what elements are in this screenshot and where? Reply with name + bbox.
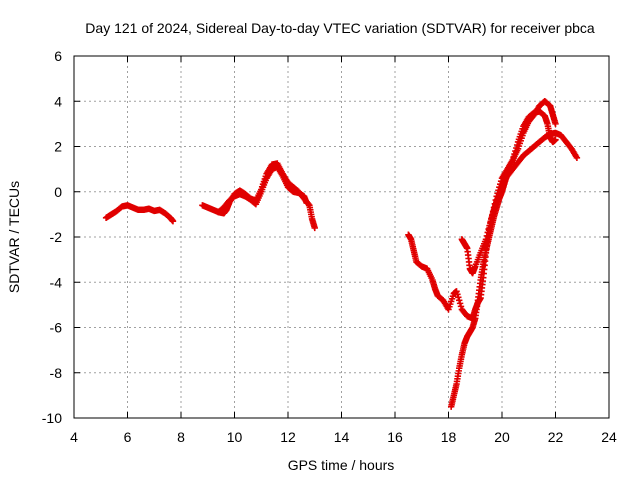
x-axis-label: GPS time / hours: [288, 457, 395, 473]
data-point: [457, 303, 465, 310]
data-point: [483, 232, 491, 240]
data-point: [573, 154, 581, 162]
series-arc-4: [447, 108, 559, 410]
data-point: [552, 120, 559, 128]
data-point: [486, 222, 493, 229]
data-point: [456, 297, 463, 304]
data-point: [453, 288, 460, 295]
y-tick-label: 4: [54, 93, 62, 109]
data-point: [311, 224, 318, 232]
y-tick-label: -6: [50, 320, 63, 336]
series-arc-1: [102, 202, 177, 225]
data-point: [169, 217, 177, 225]
x-tick-label: 24: [601, 429, 617, 445]
y-tick-label: -8: [50, 365, 63, 381]
x-tick-label: 4: [70, 429, 78, 445]
data-point: [482, 236, 490, 243]
data-points: [102, 98, 581, 410]
data-point: [552, 136, 559, 143]
data-point: [492, 196, 499, 204]
x-tick-label: 14: [334, 429, 350, 445]
x-tick-label: 6: [124, 429, 132, 445]
data-point: [494, 190, 501, 197]
x-tick-label: 20: [494, 429, 510, 445]
data-point: [488, 211, 496, 219]
data-point: [484, 229, 491, 236]
x-tick-label: 18: [441, 429, 457, 445]
data-point: [303, 199, 310, 207]
chart-title: Day 121 of 2024, Sidereal Day-to-day VTE…: [85, 20, 595, 36]
y-tick-label: -10: [42, 410, 62, 426]
y-tick-label: -2: [50, 229, 63, 245]
x-tick-label: 8: [177, 429, 185, 445]
data-point: [496, 184, 503, 191]
y-tick-label: 0: [54, 184, 62, 200]
y-tick-label: 6: [54, 48, 62, 64]
series-arc-5: [458, 98, 559, 277]
y-tick-label: 2: [54, 139, 62, 155]
data-point: [456, 300, 464, 307]
data-point: [489, 208, 497, 215]
x-tick-label: 12: [280, 429, 296, 445]
data-point: [485, 225, 492, 233]
data-point: [455, 294, 462, 301]
x-tick-label: 10: [227, 429, 243, 445]
y-tick-label: -4: [50, 274, 63, 290]
x-tick-label: 22: [548, 429, 564, 445]
x-tick-label: 16: [387, 429, 403, 445]
y-axis-label: SDTVAR / TECUs: [6, 181, 22, 293]
data-point: [497, 177, 505, 185]
data-point: [497, 181, 504, 188]
data-point: [488, 215, 495, 223]
data-point: [493, 193, 500, 200]
data-point: [487, 219, 494, 226]
grid-lines: [74, 56, 609, 418]
data-point: [491, 200, 499, 208]
data-point: [490, 204, 498, 211]
series-arc-2b: [215, 163, 310, 216]
data-point: [495, 187, 502, 194]
data-point: [454, 291, 461, 298]
